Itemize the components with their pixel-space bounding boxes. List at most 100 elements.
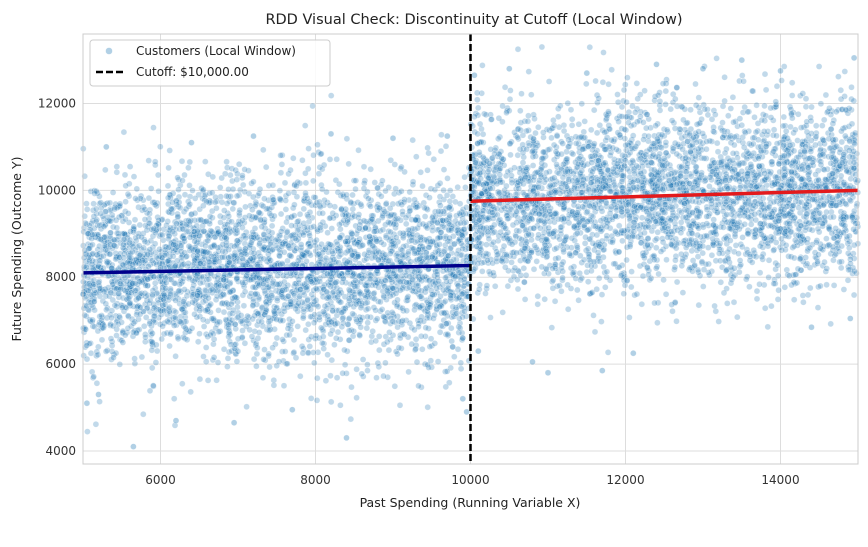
customer-point [405, 196, 413, 204]
customer-point [279, 260, 286, 267]
customer-point [304, 195, 311, 202]
customer-point [113, 254, 120, 262]
customer-point [310, 177, 317, 185]
customer-point [282, 206, 290, 213]
customer-point [203, 331, 210, 338]
customer-point [710, 216, 717, 223]
customer-point [106, 250, 114, 258]
customer-point [263, 306, 270, 313]
customer-point [457, 365, 465, 372]
customer-point [499, 309, 506, 316]
customer-point [429, 214, 436, 221]
customer-point [230, 306, 237, 314]
customer-point [403, 272, 410, 279]
customer-point [424, 404, 431, 411]
customer-point [197, 279, 204, 287]
customer-point [444, 331, 451, 338]
customer-point [174, 213, 182, 220]
customer-point [159, 323, 166, 330]
customer-point [359, 241, 366, 249]
customer-point [155, 188, 162, 195]
customer-point [442, 298, 449, 305]
customer-point [295, 300, 302, 307]
customer-point [300, 314, 307, 322]
customer-point [265, 352, 272, 360]
customer-point [371, 295, 378, 303]
customer-point [406, 284, 413, 291]
customer-point [285, 242, 292, 249]
customer-point [323, 288, 330, 295]
customer-point [308, 291, 315, 298]
customer-point [215, 228, 222, 235]
customer-point [246, 293, 253, 300]
customer-point [814, 304, 822, 311]
customer-point [382, 200, 390, 208]
customer-point [326, 202, 334, 209]
customer-point [157, 143, 164, 150]
customer-point [344, 247, 352, 255]
customer-point [303, 284, 310, 291]
customer-point [364, 319, 371, 326]
customer-point [207, 300, 214, 308]
customer-point [250, 234, 257, 241]
customer-point [263, 163, 270, 171]
customer-point [442, 143, 450, 150]
customer-point [132, 195, 139, 202]
customer-point [669, 308, 676, 315]
customer-point [413, 358, 421, 366]
customer-point [174, 248, 181, 256]
customer-point [270, 382, 278, 389]
customer-point [107, 335, 115, 342]
customer-point [311, 359, 318, 367]
customer-point [131, 355, 138, 362]
customer-point [367, 275, 374, 283]
customer-point [121, 236, 128, 243]
customer-point [169, 228, 176, 235]
customer-point [714, 148, 722, 155]
customer-point [135, 260, 143, 267]
customer-point [150, 124, 157, 131]
customer-point [389, 284, 396, 292]
customer-point [89, 296, 97, 303]
customer-point [291, 201, 298, 208]
customer-point [403, 307, 410, 314]
customer-point [624, 74, 631, 81]
customer-point [850, 291, 858, 299]
customer-point [447, 187, 454, 194]
customer-point [376, 204, 383, 211]
customer-point [253, 350, 261, 358]
customer-point [688, 247, 695, 255]
customer-point [142, 334, 149, 341]
customer-point [220, 214, 228, 221]
customer-point [454, 346, 462, 353]
customer-point [679, 289, 687, 296]
customer-point [293, 182, 300, 190]
customer-point [141, 323, 148, 330]
customer-point [102, 348, 110, 355]
customer-point [120, 128, 128, 136]
customer-point [113, 224, 120, 231]
customer-point [328, 398, 335, 406]
customer-point [83, 342, 90, 349]
customer-point [110, 354, 117, 361]
customer-point [250, 178, 257, 185]
customer-point [739, 72, 746, 79]
customer-point [279, 336, 286, 343]
customer-point [423, 314, 431, 322]
customer-point [119, 304, 126, 311]
customer-point [268, 292, 275, 299]
customer-point [181, 171, 188, 179]
customer-point [369, 216, 376, 223]
customer-point [271, 303, 278, 310]
customer-point [239, 333, 246, 341]
customer-point [164, 182, 172, 190]
customer-point [136, 221, 143, 229]
customer-point [358, 370, 365, 378]
customer-point [442, 274, 449, 281]
customer-point [166, 304, 173, 311]
customer-point [228, 300, 235, 308]
customer-point [136, 242, 143, 249]
customer-point [487, 314, 494, 321]
customer-point [161, 292, 168, 299]
customer-point [364, 361, 371, 368]
